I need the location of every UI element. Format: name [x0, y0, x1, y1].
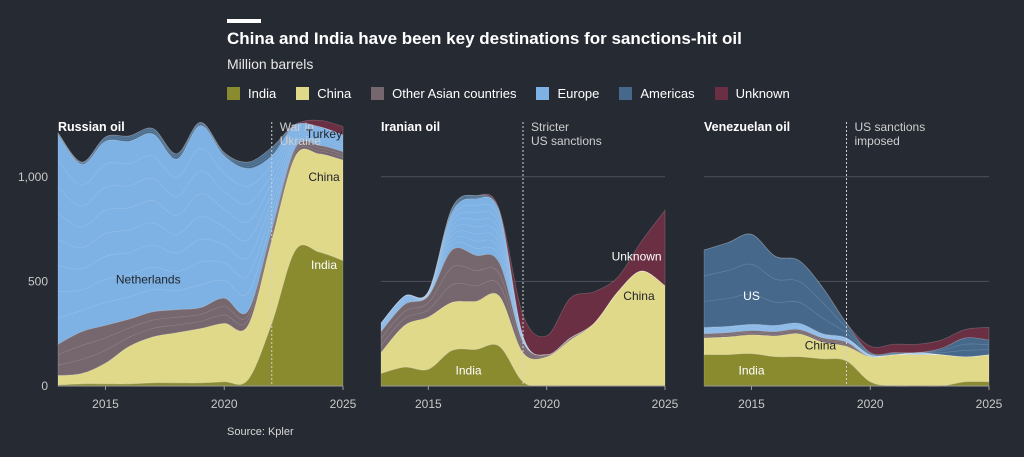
- data-label-china: China: [308, 170, 340, 184]
- legend: India China Other Asian countries Europe…: [227, 86, 810, 101]
- area-unknown: [380, 193, 666, 356]
- subband-line: [57, 131, 344, 249]
- chart-subtitle: Million barrels: [227, 56, 314, 72]
- data-label-china: China: [623, 289, 655, 303]
- x-tick-label: 2015: [415, 397, 442, 411]
- event-annotation: War in: [280, 120, 314, 134]
- subband-line: [57, 137, 344, 319]
- subband-line: [57, 142, 344, 355]
- x-tick-label: 2015: [738, 397, 765, 411]
- panel-title: Venezuelan oil: [704, 120, 790, 134]
- event-annotation: Ukraine: [280, 134, 322, 148]
- legend-swatch-americas: [619, 87, 633, 100]
- data-label-netherlands: Netherlands: [116, 272, 181, 286]
- y-tick-label: 500: [28, 274, 48, 288]
- subband-line: [57, 133, 344, 270]
- x-tick-label: 2020: [857, 397, 884, 411]
- data-label-india: India: [738, 363, 764, 377]
- event-annotation: US sanctions: [855, 120, 926, 134]
- data-label-india: India: [456, 363, 482, 377]
- legend-label-india: India: [248, 86, 277, 101]
- y-tick-label: 0: [41, 379, 48, 393]
- area-unknown: [57, 119, 344, 163]
- legend-label-americas: Americas: [640, 86, 695, 101]
- area-americas: [703, 233, 990, 358]
- x-tick-label: 2020: [211, 397, 238, 411]
- data-label-india: India: [311, 258, 337, 272]
- legend-label-europe: Europe: [557, 86, 600, 101]
- legend-item-unknown: Unknown: [714, 86, 790, 101]
- x-tick-label: 2025: [652, 397, 679, 411]
- subband-line: [57, 128, 344, 228]
- subband-line: [57, 124, 344, 187]
- legend-item-europe: Europe: [536, 86, 599, 101]
- subband-line: [703, 293, 990, 356]
- panel-title: Russian oil: [58, 120, 125, 134]
- legend-swatch-unknown: [714, 87, 728, 100]
- x-tick-label: 2015: [92, 397, 119, 411]
- legend-label-other-asian: Other Asian countries: [392, 86, 517, 101]
- area-other-asian-countries: [57, 140, 344, 376]
- data-label-turkey: Turkey: [306, 127, 342, 141]
- x-tick-label: 2025: [976, 397, 1003, 411]
- subband-line: [57, 135, 344, 293]
- brand-bar: [227, 19, 261, 23]
- panel-title: Iranian oil: [381, 120, 440, 134]
- subband-line: [57, 145, 344, 366]
- legend-swatch-china: [296, 87, 310, 100]
- x-tick-label: 2025: [330, 397, 357, 411]
- legend-label-unknown: Unknown: [735, 86, 790, 101]
- subband-line: [703, 263, 990, 356]
- legend-swatch-europe: [536, 87, 550, 100]
- legend-swatch-india: [227, 87, 240, 100]
- data-label-unknown: Unknown: [612, 249, 662, 263]
- event-annotation: US sanctions: [531, 134, 602, 148]
- source-note: Source: Kpler: [227, 426, 294, 438]
- chart-title: China and India have been key destinatio…: [227, 29, 742, 48]
- data-label-china: China: [805, 338, 837, 352]
- legend-label-china: China: [317, 86, 352, 101]
- legend-swatch-other-asian: [371, 87, 385, 100]
- y-tick-label: 1,000: [18, 170, 48, 184]
- x-tick-label: 2020: [533, 397, 560, 411]
- area-unknown: [703, 233, 990, 356]
- subband-line: [57, 126, 344, 207]
- event-annotation: imposed: [855, 134, 900, 148]
- legend-item-china: China: [296, 86, 351, 101]
- legend-item-other-asian: Other Asian countries: [371, 86, 516, 101]
- data-label-us: US: [743, 289, 760, 303]
- legend-item-americas: Americas: [619, 86, 695, 101]
- legend-item-india: India: [227, 86, 276, 101]
- event-annotation: Stricter: [531, 120, 569, 134]
